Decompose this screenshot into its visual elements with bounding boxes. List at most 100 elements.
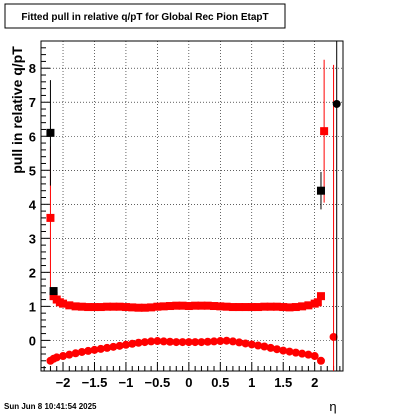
x-tick-label: 0.5 <box>211 375 229 390</box>
data-point <box>46 213 55 222</box>
data-point <box>46 128 55 137</box>
data-point <box>203 337 212 346</box>
data-point <box>191 338 200 347</box>
data-point <box>197 338 206 347</box>
data-point <box>140 303 149 312</box>
data-point <box>134 303 143 312</box>
data-point <box>279 346 288 355</box>
data-point <box>96 344 105 353</box>
data-point <box>128 303 137 312</box>
data-point <box>260 342 269 351</box>
data-point <box>210 302 219 311</box>
data-point <box>49 287 58 296</box>
data-point <box>222 336 231 345</box>
data-point <box>235 303 244 312</box>
y-tick-label: 7 <box>29 95 36 110</box>
data-point <box>228 337 237 346</box>
x-axis-label: η <box>329 399 336 414</box>
data-point <box>165 337 174 346</box>
data-point <box>184 338 193 347</box>
data-point <box>310 352 319 361</box>
data-point <box>65 350 74 359</box>
x-tick-label: 2 <box>311 375 318 390</box>
data-point <box>71 349 80 358</box>
x-tick-label: 1 <box>248 375 255 390</box>
data-points <box>46 41 341 371</box>
data-point <box>71 302 80 311</box>
data-point <box>84 303 93 312</box>
data-point <box>241 339 250 348</box>
data-point <box>65 301 74 310</box>
data-point <box>140 338 149 347</box>
data-point <box>216 337 225 346</box>
data-point <box>210 337 219 346</box>
data-point <box>228 303 237 312</box>
data-point <box>77 302 86 311</box>
data-point <box>247 340 256 349</box>
data-point <box>247 303 256 312</box>
data-point <box>260 302 269 311</box>
timestamp: Sun Jun 8 10:41:54 2025 <box>4 402 97 411</box>
data-point <box>272 302 281 311</box>
data-point <box>216 302 225 311</box>
data-point <box>52 353 61 362</box>
data-point <box>266 343 275 352</box>
y-tick-label: 1 <box>29 299 36 314</box>
x-tick-label: −0.5 <box>145 375 171 390</box>
data-point <box>316 292 325 301</box>
data-point <box>84 346 93 355</box>
data-point <box>159 302 168 311</box>
y-tick-label: 0 <box>29 333 36 348</box>
data-point <box>266 302 275 311</box>
data-point <box>121 303 130 312</box>
data-point <box>320 127 329 136</box>
data-point <box>313 298 322 307</box>
data-point <box>178 301 187 310</box>
data-point <box>115 302 124 311</box>
data-point <box>254 341 263 350</box>
data-point <box>153 302 162 311</box>
axes: −2 −1.5 −1 −0.5 0 0.5 1 1.5 2 0 1 2 3 4 5 6 7 8 <box>29 47 341 390</box>
data-point <box>59 299 68 308</box>
data-point <box>90 303 99 312</box>
y-axis-label: pull in relative q/pT <box>9 46 25 174</box>
y-tick-label: 4 <box>29 197 37 212</box>
data-point <box>121 340 130 349</box>
data-point <box>222 302 231 311</box>
data-point <box>285 303 294 312</box>
data-point <box>128 339 137 348</box>
x-tick-label: 1.5 <box>274 375 292 390</box>
data-point <box>109 302 118 311</box>
y-tick-label: 6 <box>29 129 36 144</box>
data-point <box>235 338 244 347</box>
x-tick-label: −1.5 <box>82 375 108 390</box>
data-point <box>147 337 156 346</box>
data-point <box>153 337 162 346</box>
y-tick-label: 3 <box>29 231 36 246</box>
data-point <box>279 303 288 312</box>
data-point <box>134 338 143 347</box>
data-point <box>197 301 206 310</box>
plot-frame <box>40 40 344 372</box>
data-point <box>329 332 338 341</box>
x-tick-label: 0 <box>185 375 192 390</box>
data-point <box>103 343 112 352</box>
data-point <box>184 302 193 311</box>
title-box <box>4 3 286 29</box>
data-point <box>304 301 313 310</box>
data-point <box>59 352 68 361</box>
data-point <box>147 303 156 312</box>
data-point <box>316 356 325 365</box>
data-point <box>115 341 124 350</box>
data-point <box>109 342 118 351</box>
data-point <box>316 186 325 195</box>
data-point <box>172 338 181 347</box>
data-point <box>298 349 307 358</box>
data-point <box>178 338 187 347</box>
data-point <box>159 337 168 346</box>
data-point <box>332 99 341 108</box>
data-point <box>285 347 294 356</box>
y-tick-label: 2 <box>29 265 36 280</box>
